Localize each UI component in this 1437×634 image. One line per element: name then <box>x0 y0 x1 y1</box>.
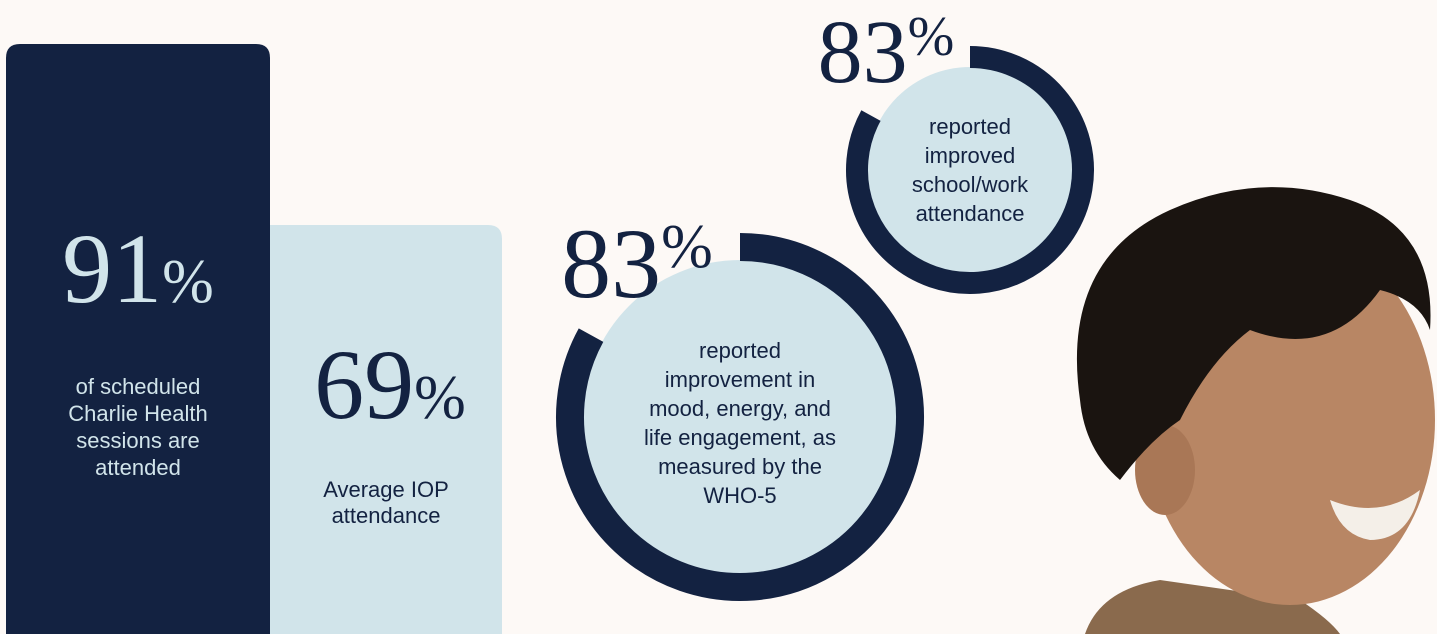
ring-number: 83 <box>818 3 908 102</box>
stat-panel-dark <box>6 44 270 634</box>
page: 91% 69% of scheduledCharlie Healthsessio… <box>0 0 1437 634</box>
caption-line: reported <box>699 338 781 363</box>
stat-number: 91 <box>62 213 162 324</box>
caption-line: mood, energy, and <box>649 396 831 421</box>
caption-line: Charlie Health <box>68 401 207 426</box>
caption-line: attended <box>95 455 181 480</box>
ring-number: 83 <box>561 208 661 319</box>
stat-number: 69 <box>314 329 414 440</box>
caption-line: measured by the <box>658 454 822 479</box>
caption-line: attendance <box>916 201 1025 226</box>
ring-unit: % <box>908 6 955 68</box>
stat-unit: % <box>414 364 466 432</box>
caption-line: reported <box>929 114 1011 139</box>
caption-line: attendance <box>332 503 441 528</box>
caption-line: sessions are <box>76 428 200 453</box>
ring-unit: % <box>661 213 713 281</box>
stat-unit: % <box>162 248 214 316</box>
caption-line: improvement in <box>665 367 815 392</box>
caption-line: school/work <box>912 172 1029 197</box>
caption-line: of scheduled <box>76 374 201 399</box>
infographic: 91% 69% of scheduledCharlie Healthsessio… <box>0 0 1437 634</box>
caption-line: Average IOP <box>323 477 449 502</box>
caption-line: life engagement, as <box>644 425 836 450</box>
caption-line: WHO-5 <box>703 483 776 508</box>
caption-line: improved <box>925 143 1015 168</box>
